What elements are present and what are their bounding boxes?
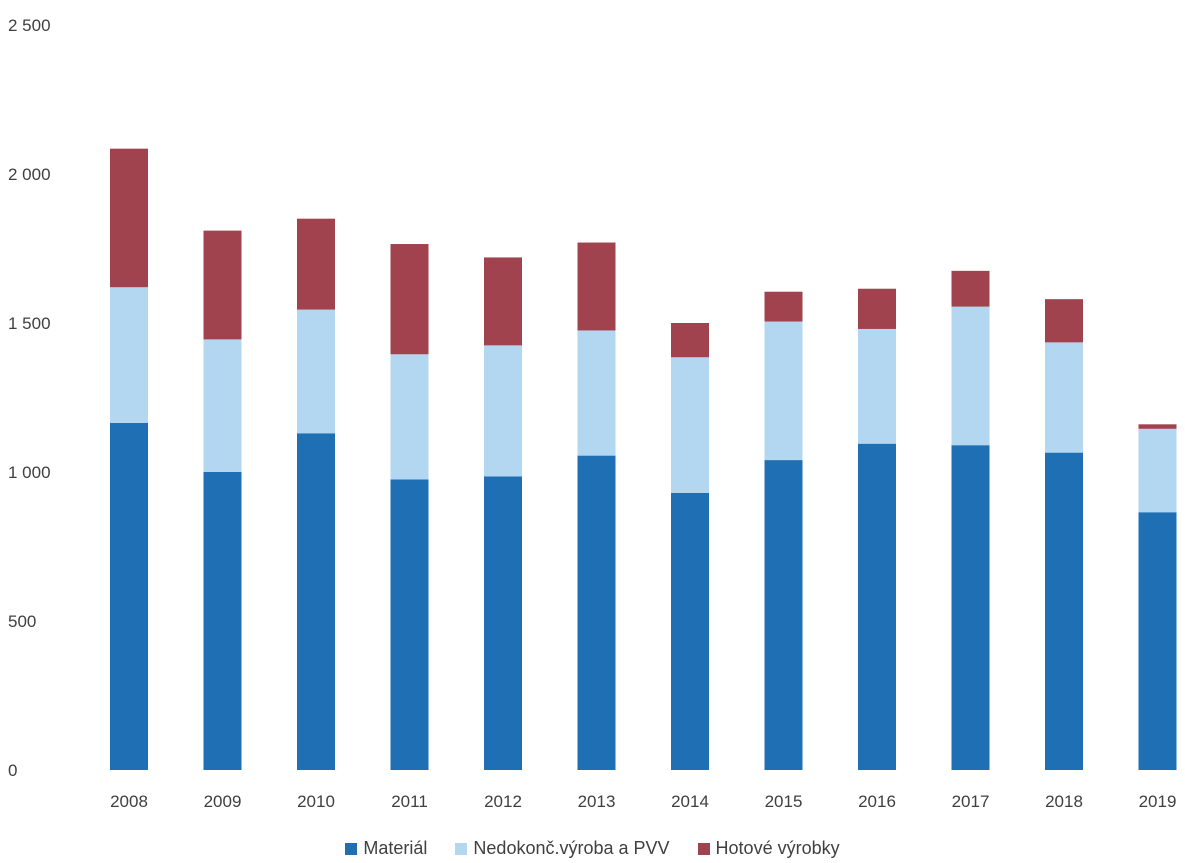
bar-segment-finished-2014: [671, 323, 709, 358]
x-tick-label: 2013: [578, 792, 616, 811]
x-tick-label: 2017: [952, 792, 990, 811]
x-tick-label: 2011: [391, 792, 428, 811]
x-tick-label: 2014: [671, 792, 709, 811]
legend-item-finished: Hotové výrobky: [697, 838, 840, 859]
bar-segment-wip-2008: [110, 287, 148, 423]
legend-swatch-wip: [455, 842, 468, 855]
bar-segment-material-2011: [390, 479, 429, 770]
bar-segment-wip-2010: [297, 309, 335, 434]
legend-item-wip: Nedokonč.výroba a PVV: [455, 838, 670, 859]
bar-segment-finished-2009: [203, 230, 242, 340]
bar-segment-material-2019: [1138, 512, 1177, 770]
bar-segment-wip-2009: [203, 339, 242, 472]
bar-segment-finished-2013: [577, 242, 616, 331]
bar-segment-finished-2008: [110, 148, 148, 288]
bar-segment-finished-2010: [297, 218, 335, 310]
bar-segment-finished-2018: [1045, 299, 1083, 343]
x-tick-label: 2015: [765, 792, 803, 811]
y-tick-label: 500: [8, 612, 36, 631]
legend-label-finished: Hotové výrobky: [715, 838, 840, 858]
bar-segment-wip-2018: [1045, 342, 1083, 453]
y-axis: 0 500 1 000 1 500 2 000 2 500: [8, 16, 51, 780]
x-tick-label: 2019: [1139, 792, 1177, 811]
x-tick-label: 2012: [484, 792, 522, 811]
bar-segment-finished-2012: [484, 257, 522, 346]
bar-segment-material-2015: [764, 460, 803, 770]
bar-segment-material-2009: [203, 472, 242, 770]
bar-segment-wip-2012: [484, 345, 522, 477]
bar-segment-material-2014: [671, 492, 709, 770]
bar-segment-finished-2015: [764, 291, 803, 322]
legend-label-wip: Nedokonč.výroba a PVV: [473, 838, 670, 858]
y-tick-label: 1 500: [8, 314, 51, 333]
bar-segment-wip-2015: [764, 321, 803, 461]
bar-segment-finished-2011: [390, 244, 429, 355]
legend-swatch-material: [345, 842, 358, 855]
x-axis: 2008 2009 2010 2011 2012 2013 2014 2015 2016 2017…: [110, 792, 1176, 811]
legend-item-material: Materiál: [345, 838, 427, 859]
bar-segment-material-2017: [951, 445, 990, 770]
bar-segment-material-2010: [297, 433, 335, 770]
bar-segment-material-2012: [484, 476, 522, 770]
bar-segment-material-2013: [577, 455, 616, 770]
bar-segment-wip-2017: [951, 306, 990, 446]
bar-segment-wip-2011: [390, 354, 429, 480]
x-tick-label: 2016: [858, 792, 896, 811]
y-tick-label: 0: [8, 761, 17, 780]
x-tick-label: 2018: [1045, 792, 1083, 811]
y-tick-label: 2 000: [8, 165, 51, 184]
bar-segment-finished-2019: [1138, 424, 1177, 429]
x-tick-label: 2008: [110, 792, 148, 811]
y-tick-label: 2 500: [8, 16, 51, 35]
bar-segment-wip-2013: [577, 330, 616, 456]
bar-segment-wip-2014: [671, 357, 709, 493]
y-tick-label: 1 000: [8, 463, 51, 482]
bar-segment-material-2016: [858, 443, 896, 770]
legend-swatch-finished: [697, 842, 710, 855]
bar-segment-wip-2016: [858, 328, 896, 444]
legend-label-material: Materiál: [363, 838, 428, 858]
bar-segment-finished-2017: [951, 270, 990, 307]
x-tick-label: 2009: [204, 792, 242, 811]
bar-segment-finished-2016: [858, 288, 896, 329]
bar-segment-material-2018: [1045, 452, 1083, 770]
bar-segment-material-2008: [110, 422, 148, 770]
x-tick-label: 2010: [297, 792, 335, 811]
bars: [110, 148, 1177, 770]
bar-segment-wip-2019: [1138, 428, 1177, 513]
legend: Materiál Nedokonč.výroba a PVV Hotové vý…: [0, 838, 1185, 859]
